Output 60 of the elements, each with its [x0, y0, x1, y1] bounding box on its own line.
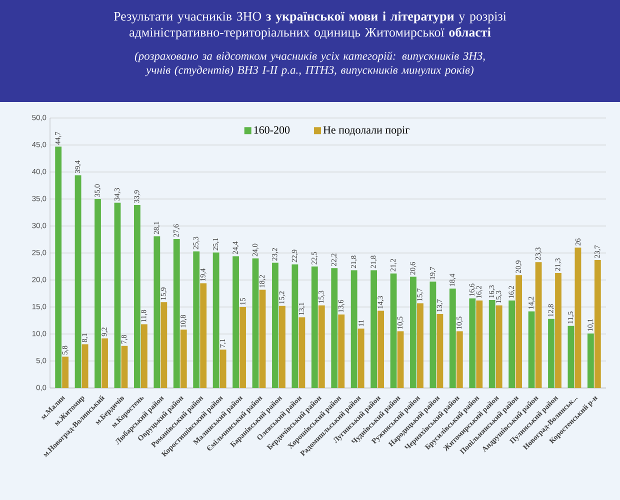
- bar: [252, 258, 259, 388]
- bar: [331, 268, 338, 388]
- bar: [449, 288, 456, 388]
- bar: [350, 270, 358, 388]
- bar: [62, 356, 69, 388]
- bar: [488, 300, 496, 388]
- bar: [397, 331, 404, 388]
- bar: [456, 331, 463, 388]
- bar: [154, 236, 160, 388]
- bar: [358, 328, 364, 388]
- chart-title: Результати учасників ЗНО з української мови і літератури у розрізі адміністративно-територіальних одиниць Житомирської області: [114, 12, 506, 40]
- bar: [180, 330, 187, 388]
- bar: [74, 175, 82, 388]
- bar: [160, 302, 168, 388]
- bar: [298, 317, 306, 388]
- bar: [555, 272, 562, 388]
- bar: [516, 275, 522, 388]
- bar: [240, 307, 246, 388]
- bar: [318, 305, 325, 388]
- bar: [370, 270, 377, 388]
- chart-subtitle: (розраховано за відсотком учасників усіх категорій: випускників ЗНЗ, учнів (студентів) ВНЗ I-II р.а., ПТНЗ, випускників минулих років): [134, 52, 485, 76]
- bar: [200, 283, 207, 388]
- bar: [82, 344, 88, 388]
- bar: [390, 274, 397, 388]
- bar: [548, 318, 554, 388]
- bar: [496, 305, 502, 388]
- bar: [259, 290, 266, 388]
- bar: [528, 311, 535, 388]
- bar: [134, 204, 140, 388]
- bar: [94, 199, 101, 388]
- bar: [378, 310, 384, 388]
- bar: [220, 350, 226, 388]
- bar: [436, 314, 444, 388]
- bar: [430, 282, 436, 388]
- bar: [55, 146, 62, 388]
- bar: [232, 256, 239, 388]
- bar: [140, 324, 148, 388]
- bar: [193, 251, 200, 388]
- bar: [594, 260, 601, 388]
- bar: [338, 314, 345, 388]
- bar: [173, 238, 180, 388]
- bar: [574, 248, 582, 388]
- bar: [212, 252, 220, 388]
- bar: [114, 202, 121, 388]
- bar: [535, 262, 542, 388]
- legend-label: 160-200: [254, 126, 290, 134]
- bar: [410, 276, 416, 388]
- bar: [279, 306, 286, 388]
- bar: [311, 266, 318, 388]
- bar: [121, 346, 128, 388]
- bar: [508, 300, 516, 388]
- bar: [476, 300, 483, 388]
- bar: [568, 326, 574, 388]
- legend-label: Не подолали поріг: [323, 126, 410, 136]
- bar: [469, 298, 476, 388]
- bar: [587, 333, 594, 388]
- bar: [102, 338, 108, 388]
- bar: [292, 264, 298, 388]
- bar: [272, 262, 278, 388]
- bar: [417, 303, 424, 388]
